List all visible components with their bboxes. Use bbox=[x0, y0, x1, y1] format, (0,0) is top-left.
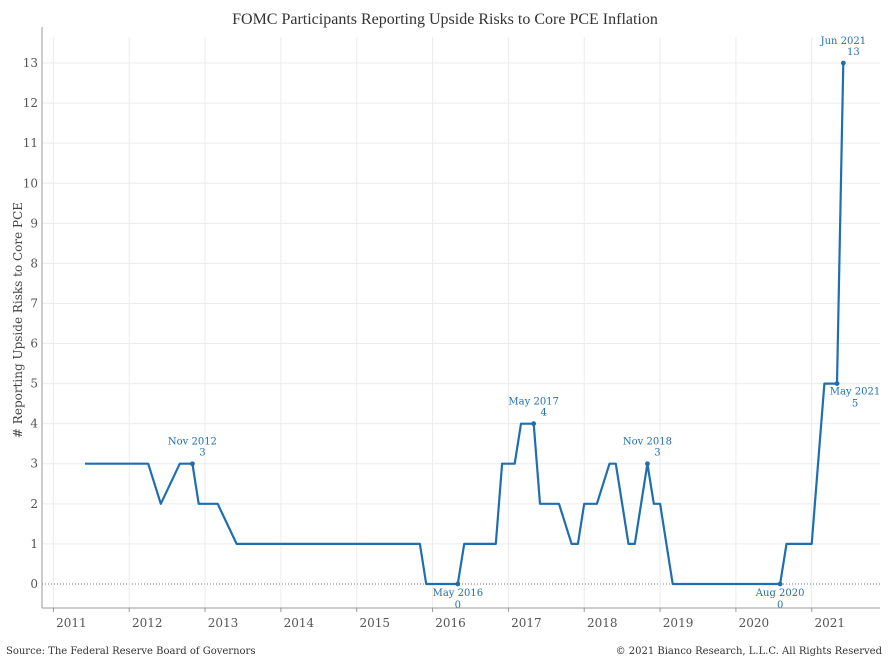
annotation-date: May 2021 bbox=[830, 387, 880, 398]
x-tick-label: 2020 bbox=[739, 616, 770, 630]
x-tick-label: 2015 bbox=[359, 616, 390, 630]
annotation-value: 4 bbox=[540, 408, 546, 419]
x-tick-label: 2013 bbox=[208, 616, 239, 630]
y-tick-label: 4 bbox=[30, 417, 38, 431]
y-tick-label: 6 bbox=[30, 337, 38, 351]
x-tick-label: 2019 bbox=[663, 616, 694, 630]
source-note: Source: The Federal Reserve Board of Gov… bbox=[6, 646, 255, 657]
annotation-date: Nov 2012 bbox=[168, 437, 217, 448]
x-tick-label: 2018 bbox=[587, 616, 618, 630]
x-tick-label: 2016 bbox=[435, 616, 466, 630]
annotation-point bbox=[834, 381, 840, 387]
x-tick-label: 2014 bbox=[284, 616, 315, 630]
y-axis-label: # Reporting Upside Risks to Core PCE bbox=[11, 202, 25, 438]
annotation-value: 13 bbox=[847, 47, 860, 58]
annotation-point bbox=[531, 421, 537, 427]
y-tick-label: 11 bbox=[23, 136, 38, 150]
annotation-date: Jun 2021 bbox=[820, 36, 867, 47]
annotation-value: 0 bbox=[455, 600, 461, 611]
x-tick-label: 2011 bbox=[56, 616, 87, 630]
y-tick-label: 8 bbox=[30, 256, 38, 270]
copyright-note: © 2021 Bianco Research, L.L.C. All Right… bbox=[616, 646, 883, 657]
annotation-point bbox=[840, 60, 846, 66]
y-tick-label: 9 bbox=[30, 216, 38, 230]
annotation-date: May 2017 bbox=[508, 397, 558, 408]
annotation-value: 5 bbox=[852, 399, 858, 410]
y-tick-label: 12 bbox=[23, 96, 38, 110]
grid-lines bbox=[42, 37, 880, 608]
y-tick-label: 1 bbox=[30, 537, 38, 551]
annotation-date: Nov 2018 bbox=[623, 437, 672, 448]
x-axis: 2011 2012 2013 2014 2015 2016 2017 2018 2019 2020… bbox=[42, 607, 880, 630]
annotation-value: 0 bbox=[777, 600, 783, 611]
annotation-point bbox=[777, 581, 783, 587]
y-tick-label: 10 bbox=[23, 176, 38, 190]
annotation-point bbox=[455, 581, 461, 587]
annotation-point bbox=[645, 461, 650, 467]
annotation-date: Aug 2020 bbox=[755, 588, 805, 599]
y-tick-label: 7 bbox=[30, 296, 38, 310]
annotation-value: 3 bbox=[199, 448, 205, 459]
x-tick-label: 2021 bbox=[814, 616, 845, 630]
series-group bbox=[85, 62, 845, 586]
x-tick-label: 2017 bbox=[511, 616, 542, 630]
y-tick-label: 13 bbox=[23, 56, 38, 70]
y-tick-label: 2 bbox=[30, 497, 38, 511]
annotation-point bbox=[190, 461, 195, 467]
series-line bbox=[85, 62, 845, 586]
y-tick-label: 5 bbox=[30, 377, 38, 391]
y-tick-label: 0 bbox=[30, 577, 38, 591]
x-tick-label: 2012 bbox=[132, 616, 163, 630]
chart-title: FOMC Participants Reporting Upside Risks… bbox=[232, 11, 658, 28]
annotation-value: 3 bbox=[654, 448, 660, 459]
annotation-date: May 2016 bbox=[433, 588, 483, 599]
y-tick-label: 3 bbox=[30, 457, 38, 471]
